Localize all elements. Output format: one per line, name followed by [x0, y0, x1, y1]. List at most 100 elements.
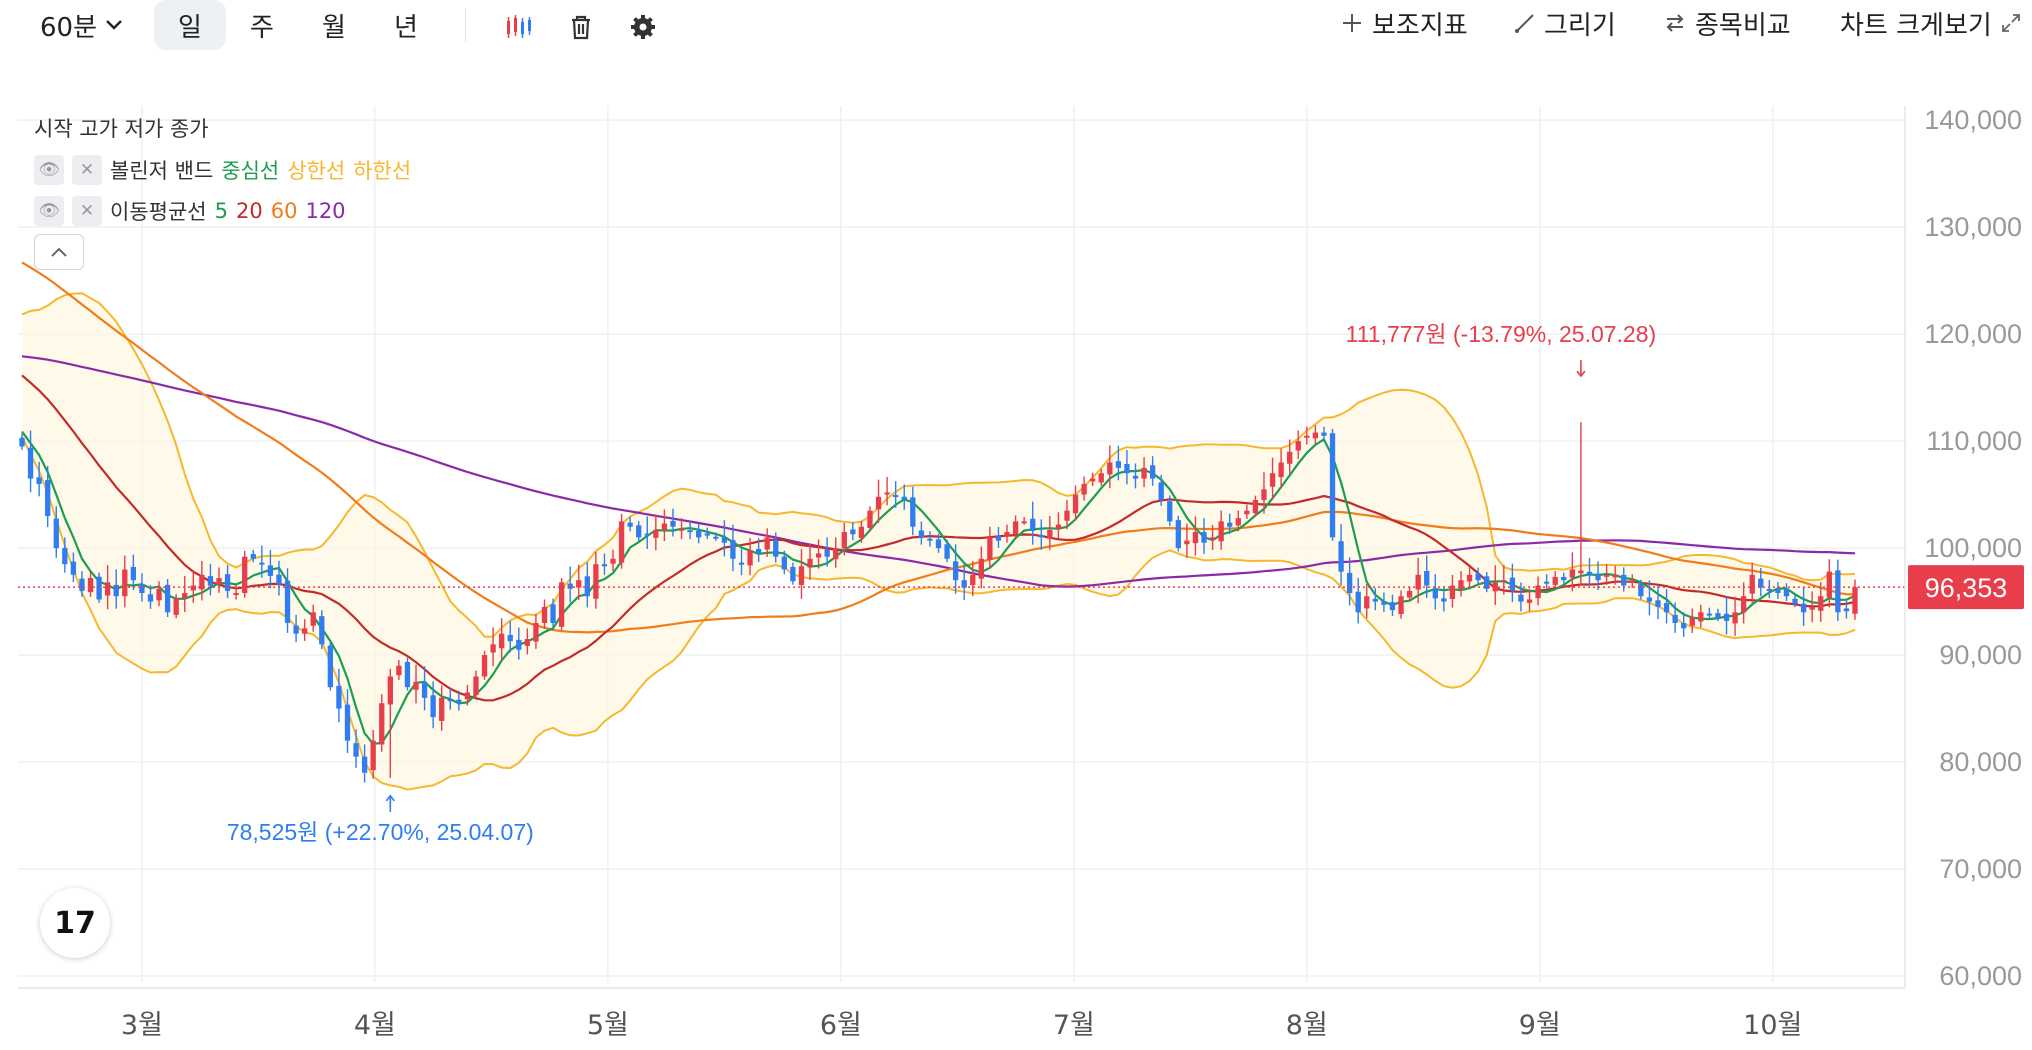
candle[interactable]	[1244, 504, 1250, 519]
candle[interactable]	[147, 585, 154, 609]
candle[interactable]	[747, 537, 753, 576]
candle[interactable]	[276, 560, 282, 596]
candle[interactable]	[1595, 561, 1601, 591]
candle[interactable]	[293, 614, 299, 643]
trash-icon[interactable]	[566, 12, 596, 42]
candle[interactable]	[1209, 525, 1216, 551]
candle[interactable]	[1698, 604, 1704, 628]
candle[interactable]	[790, 562, 796, 585]
tab-week[interactable]: 주	[250, 0, 274, 50]
tab-day[interactable]: 일	[154, 0, 226, 50]
candle[interactable]	[456, 690, 462, 711]
candle[interactable]	[850, 521, 856, 541]
candle[interactable]	[396, 659, 402, 680]
candle[interactable]	[1646, 580, 1653, 616]
candle[interactable]	[610, 549, 616, 571]
candle[interactable]	[259, 545, 265, 578]
candle[interactable]	[1543, 574, 1550, 589]
close-icon[interactable]: ✕	[72, 155, 102, 185]
candle-chart-icon[interactable]	[503, 12, 533, 42]
candle[interactable]	[113, 569, 119, 609]
candle[interactable]	[1492, 565, 1498, 606]
candle[interactable]	[1235, 510, 1241, 532]
candle[interactable]	[1809, 591, 1815, 623]
candle[interactable]	[1800, 586, 1807, 626]
candle[interactable]	[1184, 523, 1190, 558]
candle[interactable]	[1535, 576, 1541, 606]
candle[interactable]	[1484, 572, 1490, 593]
candle[interactable]	[1304, 426, 1310, 445]
candle[interactable]	[1766, 579, 1773, 599]
candle[interactable]	[1132, 463, 1139, 489]
candle[interactable]	[1843, 599, 1850, 619]
candle[interactable]	[164, 579, 171, 617]
candle[interactable]	[404, 657, 411, 691]
candle[interactable]	[618, 513, 625, 569]
candle[interactable]	[199, 560, 205, 601]
candle[interactable]	[1518, 582, 1524, 612]
candle[interactable]	[1141, 457, 1147, 488]
candle[interactable]	[687, 521, 693, 540]
candle[interactable]	[79, 571, 85, 597]
candle[interactable]	[430, 681, 436, 729]
candle[interactable]	[1603, 564, 1610, 585]
candle[interactable]	[1355, 577, 1361, 624]
candle[interactable]	[970, 560, 976, 597]
candle[interactable]	[910, 486, 916, 536]
candle[interactable]	[1475, 567, 1481, 585]
gear-icon[interactable]	[628, 12, 658, 42]
candle[interactable]	[319, 610, 325, 650]
candle[interactable]	[516, 627, 522, 660]
candle[interactable]	[696, 523, 702, 544]
candle[interactable]	[507, 621, 513, 653]
candle[interactable]	[1107, 445, 1113, 489]
candle[interactable]	[1672, 602, 1678, 633]
candle[interactable]	[233, 585, 239, 600]
candle[interactable]	[798, 549, 805, 599]
candle[interactable]	[524, 628, 531, 655]
candle[interactable]	[1381, 592, 1387, 613]
candle[interactable]	[1252, 495, 1259, 517]
candle[interactable]	[327, 641, 334, 691]
candle[interactable]	[952, 544, 959, 594]
candle[interactable]	[1466, 567, 1473, 588]
candle[interactable]	[764, 528, 770, 557]
candle[interactable]	[781, 550, 787, 575]
candle[interactable]	[447, 688, 453, 710]
candle[interactable]	[1261, 472, 1267, 514]
indicators-button[interactable]: 보조지표	[1340, 0, 1468, 46]
candle[interactable]	[1629, 574, 1635, 588]
candle[interactable]	[216, 567, 222, 593]
candle[interactable]	[944, 539, 950, 563]
candle[interactable]	[1415, 557, 1421, 604]
candle[interactable]	[62, 537, 68, 573]
candle[interactable]	[481, 650, 488, 680]
candle[interactable]	[36, 461, 42, 497]
candle[interactable]	[242, 550, 248, 598]
tab-year[interactable]: 년	[394, 0, 418, 50]
candle[interactable]	[1004, 524, 1010, 543]
close-icon[interactable]: ✕	[72, 196, 102, 226]
candle[interactable]	[1038, 519, 1044, 550]
candle[interactable]	[53, 506, 59, 558]
candles[interactable]	[19, 422, 1858, 783]
candle[interactable]	[104, 565, 111, 610]
candle[interactable]	[439, 685, 445, 731]
candle[interactable]	[1064, 499, 1070, 530]
candle[interactable]	[961, 564, 967, 601]
draw-button[interactable]: 그리기	[1514, 0, 1616, 46]
candle[interactable]	[627, 516, 633, 532]
candle[interactable]	[1030, 501, 1036, 545]
candle[interactable]	[1441, 586, 1447, 612]
candle[interactable]	[1364, 583, 1370, 619]
hide-eye-icon[interactable]: 👁	[34, 196, 64, 226]
candle[interactable]	[250, 549, 256, 563]
candle[interactable]	[1055, 512, 1062, 539]
candle[interactable]	[833, 537, 839, 568]
candle[interactable]	[1689, 608, 1695, 634]
candle[interactable]	[130, 554, 137, 591]
candle[interactable]	[1432, 574, 1438, 610]
candle[interactable]	[935, 533, 942, 553]
candle[interactable]	[1312, 425, 1319, 445]
candle[interactable]	[1723, 596, 1730, 635]
